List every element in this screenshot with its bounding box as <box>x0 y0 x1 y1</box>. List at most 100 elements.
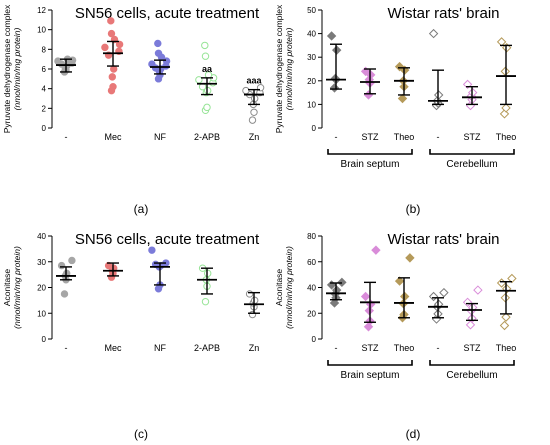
data-point <box>329 83 340 93</box>
data-point <box>245 290 254 298</box>
x-tick-label: - <box>437 132 440 142</box>
y-tick-label: 50 <box>307 6 316 15</box>
y-tick-label: 30 <box>307 53 316 62</box>
data-point <box>115 40 124 49</box>
data-point <box>68 256 76 265</box>
group-bracket-label: Brain septum <box>341 159 400 170</box>
y-tick-label: 0 <box>312 124 317 133</box>
y-tick-label: 40 <box>307 30 316 39</box>
x-tick-label: NF <box>154 132 166 142</box>
y-tick-label: 12 <box>37 6 46 15</box>
group-bracket <box>327 360 413 366</box>
data-point <box>363 90 374 100</box>
panel-d: Wistar rats' brain 0 20 40 60 80 Aconitase (nmo… <box>274 231 517 381</box>
y-tick-label: 6 <box>42 65 47 74</box>
x-tick-label: Zn <box>249 132 260 142</box>
y-tick-label: 20 <box>307 309 316 318</box>
data-point <box>473 285 483 295</box>
y-tick-label: 80 <box>307 232 316 241</box>
y-tick-label: 20 <box>37 284 46 293</box>
significance-annotation: aaa <box>246 76 262 86</box>
y-tick-label: 10 <box>37 26 46 35</box>
data-point <box>250 108 258 116</box>
data-point <box>148 246 156 254</box>
data-point <box>501 103 511 113</box>
y-axis-sublabel: (nmol/min/mg protein) <box>12 246 22 329</box>
x-tick-label: - <box>65 132 68 142</box>
x-tick-label: Zn <box>249 343 260 353</box>
y-axis-sublabel: (nmol/min/mg protein) <box>284 246 294 329</box>
x-tick-label: Mec <box>104 132 122 142</box>
data-point <box>57 261 66 270</box>
y-axis-label: Pyruvate dehydrogenase complex <box>2 4 12 133</box>
y-tick-label: 10 <box>307 100 316 109</box>
x-tick-label: Theo <box>496 132 517 142</box>
data-point <box>496 37 507 47</box>
y-tick-label: 40 <box>37 232 46 241</box>
data-point <box>110 65 118 73</box>
x-tick-label: STZ <box>362 132 380 142</box>
data-point <box>462 297 473 308</box>
panel-b: Wistar rats' brain 0 10 20 30 40 50 Pyruvate de… <box>274 4 516 170</box>
data-point <box>507 273 517 284</box>
data-point <box>496 278 507 288</box>
data-point <box>201 52 210 60</box>
y-tick-label: 8 <box>42 45 47 54</box>
data-point <box>433 90 444 100</box>
y-tick-label: 30 <box>37 258 46 267</box>
group-bracket <box>429 149 515 155</box>
x-tick-label: STZ <box>464 132 482 142</box>
y-axis-sublabel: (nmol/min/mg protein) <box>284 28 294 111</box>
group-bracket-label: Cerebellum <box>446 159 497 170</box>
y-tick-label: 40 <box>307 284 316 293</box>
chart-title: SN56 cells, acute treatment <box>75 231 260 248</box>
panel-c: SN56 cells, acute treatment 0 10 20 30 40 Acon… <box>2 231 264 353</box>
data-point <box>107 29 116 38</box>
panel-label-c: (c) <box>134 427 148 441</box>
data-point <box>499 320 510 331</box>
data-point <box>428 28 439 39</box>
data-point <box>501 312 511 322</box>
data-point <box>203 103 211 112</box>
x-tick-label: STZ <box>464 343 482 353</box>
y-tick-label: 2 <box>42 104 47 113</box>
chart-title: Wistar rats' brain <box>387 5 499 22</box>
y-tick-label: 0 <box>42 124 47 133</box>
data-point <box>154 39 162 48</box>
panel-label-d: (d) <box>406 427 421 441</box>
data-point <box>360 291 371 302</box>
x-tick-label: 2-APB <box>194 132 220 142</box>
group-bracket-label: Brain septum <box>341 370 400 381</box>
data-point <box>428 291 439 302</box>
data-point <box>60 290 69 298</box>
y-tick-label: 0 <box>42 335 47 344</box>
data-point <box>394 61 405 72</box>
y-tick-label: 10 <box>37 309 46 318</box>
data-point <box>248 310 257 319</box>
data-point <box>107 17 115 25</box>
panel-label-a: (a) <box>134 202 149 216</box>
data-point <box>201 41 209 50</box>
data-point <box>201 297 210 306</box>
data-point <box>109 83 117 91</box>
data-point <box>331 45 342 55</box>
x-tick-label: Mec <box>104 343 122 353</box>
data-point <box>108 73 117 81</box>
data-point <box>439 287 449 298</box>
x-tick-label: NF <box>154 343 166 353</box>
x-tick-label: Theo <box>394 343 415 353</box>
x-tick-label: - <box>335 132 338 142</box>
x-tick-label: STZ <box>362 343 380 353</box>
group-bracket-label: Cerebellum <box>446 370 497 381</box>
y-axis-label: Pyruvate dehydrogenase complex <box>274 4 284 133</box>
data-point <box>248 116 257 124</box>
x-tick-label: Theo <box>496 343 517 353</box>
y-axis-sublabel: (nmol/min/mg protein) <box>12 28 22 111</box>
panel-a: SN56 cells, acute treatment 0 2 4 6 8 10 12 Pyru… <box>2 4 265 142</box>
data-point <box>399 291 410 302</box>
y-tick-label: 0 <box>312 335 317 344</box>
data-point <box>101 43 109 52</box>
data-point <box>405 253 415 263</box>
y-tick-label: 20 <box>307 77 316 86</box>
